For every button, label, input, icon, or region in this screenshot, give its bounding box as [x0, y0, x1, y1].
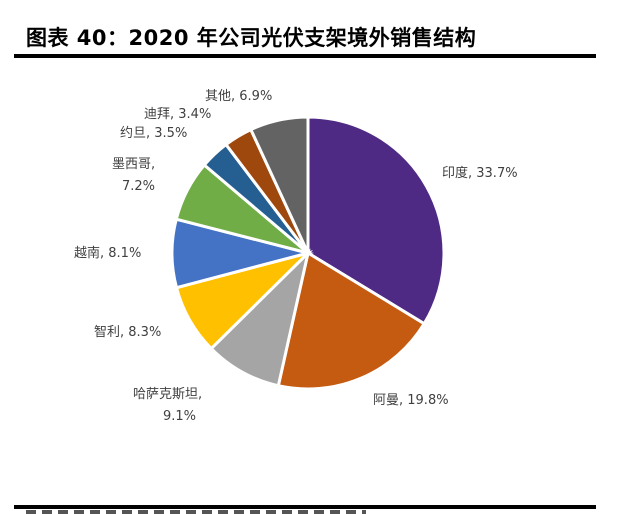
chart-title: 图表 40：2020 年公司光伏支架境外销售结构	[26, 26, 477, 50]
label-jordan: 约旦, 3.5%	[120, 126, 188, 141]
title-rule	[14, 54, 596, 58]
label-mexico-line2: 7.2%	[122, 179, 156, 194]
label-india: 印度, 33.7%	[442, 166, 518, 181]
pie-slice-哈萨克斯坦	[209, 248, 311, 388]
label-dubai: 迪拜, 3.4%	[144, 107, 212, 122]
pie-slice-阿曼	[276, 250, 427, 391]
label-kazakhstan-line2: 9.1%	[163, 409, 197, 424]
label-mexico-line1: 墨西哥,	[112, 157, 156, 172]
source-note-cropped	[26, 510, 366, 514]
label-other: 其他, 6.9%	[205, 89, 273, 104]
label-chile: 智利, 8.3%	[94, 325, 162, 340]
label-kazakhstan-line1: 哈萨克斯坦,	[133, 387, 203, 402]
pie-slices	[170, 115, 446, 391]
label-vietnam: 越南, 8.1%	[74, 246, 142, 261]
pie-slice-其他	[248, 115, 310, 254]
label-oman: 阿曼, 19.8%	[373, 393, 449, 408]
bottom-rule	[14, 505, 596, 509]
